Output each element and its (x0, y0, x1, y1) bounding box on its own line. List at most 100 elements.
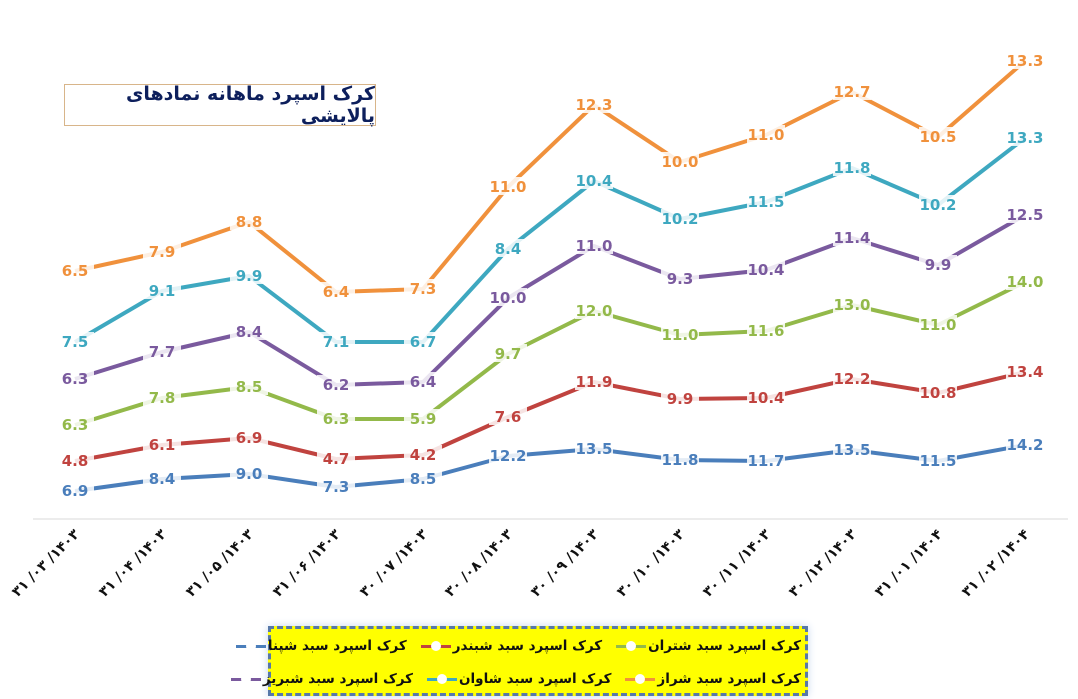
data-label: 10.0 (489, 289, 526, 307)
x-tick-label: ۳۱ /۰۱ /۱۴۰۴ (872, 526, 946, 600)
data-label: 9.7 (495, 345, 522, 363)
chart-title: کرک اسپرد ماهانه نمادهای پالایشی (64, 83, 376, 127)
data-label: 11.0 (919, 316, 956, 334)
data-label: 8.5 (410, 470, 437, 488)
data-label: 14.2 (1006, 436, 1043, 454)
data-label: 6.4 (410, 373, 437, 391)
data-label: 6.9 (236, 429, 263, 447)
legend-item-shebriz: کرک اسپرد سبد شبریز (230, 670, 414, 687)
data-label: 4.7 (323, 450, 350, 468)
data-label: 10.2 (661, 210, 698, 228)
data-label: 9.3 (667, 270, 694, 288)
legend-item-sheraz: کرک اسپرد سبد شراز (625, 671, 801, 687)
data-label: 7.3 (323, 478, 350, 496)
data-label: 10.4 (747, 389, 784, 407)
data-label: 6.4 (323, 283, 350, 301)
legend-line-marker-icon (235, 640, 266, 651)
data-label: 12.0 (575, 302, 612, 320)
legend-label: کرک اسپرد سبد شبریز (262, 670, 414, 687)
data-label: 8.4 (495, 240, 522, 258)
data-label: 10.4 (747, 261, 784, 279)
legend-line-marker-icon (230, 673, 261, 684)
legend-label: کرک اسپرد سبد شتران (648, 637, 801, 654)
data-label: 11.6 (747, 322, 784, 340)
legend-line-marker-icon (427, 673, 458, 684)
legend-row-1: کرک اسپرد سبد شتران کرک اسپرد سبد شبندر … (235, 629, 805, 662)
data-label: 7.9 (149, 243, 176, 261)
data-label: 7.6 (495, 408, 522, 426)
x-tick-label: ۳۱ /۰۴ /۱۴۰۳ (96, 526, 170, 600)
legend: کرک اسپرد سبد شتران کرک اسپرد سبد شبندر … (230, 626, 808, 696)
x-axis-tick-labels: ۳۱ /۰۳ /۱۴۰۳ ۳۱ /۰۴ /۱۴۰۳ ۳۱ /۰۵ /۱۴۰۳ ۳۱ /… (9, 526, 1033, 600)
data-label: 13.4 (1006, 363, 1043, 381)
data-label: 11.0 (661, 326, 698, 344)
series-line (74, 370, 1026, 463)
legend-label: کرک اسپرد سبد شپنا (267, 637, 407, 654)
data-label: 8.4 (236, 323, 263, 341)
x-tick-label: ۳۰ /۰۹ /۱۴۰۳ (528, 526, 602, 600)
data-labels-layer: 6.5 7.9 8.8 6.4 7.3 11.0 12.3 10.0 11.0 12.7 10.5 1… (56, 51, 1044, 500)
x-tick-label: ۳۱ /۰۲ /۱۴۰۴ (959, 526, 1033, 600)
legend-label: کرک اسپرد سبد شراز (657, 670, 801, 687)
data-label: 6.5 (62, 262, 89, 280)
x-tick-label: ۳۰ /۱۱ /۱۴۰۳ (700, 526, 774, 600)
data-label: 4.8 (62, 452, 89, 470)
data-label: 11.5 (919, 452, 956, 470)
data-label: 8.5 (236, 378, 263, 396)
legend-row-2: کرک اسپرد سبد شراز کرک اسپرد سبد شاوان ک… (230, 662, 805, 695)
data-label: 6.7 (410, 333, 437, 351)
data-label: 14.0 (1006, 273, 1043, 291)
data-label: 10.0 (661, 153, 698, 171)
data-label: 6.3 (62, 370, 89, 388)
data-label: 13.3 (1006, 129, 1043, 147)
data-label: 6.3 (62, 416, 89, 434)
series-line (74, 443, 1026, 493)
x-tick-label: ۳۰ /۰۷ /۱۴۰۳ (357, 526, 431, 600)
series-line (74, 213, 1026, 387)
data-label: 9.0 (236, 465, 263, 483)
data-label: 6.2 (323, 376, 350, 394)
data-label: 4.2 (410, 446, 437, 464)
data-label: 5.9 (410, 410, 437, 428)
data-label: 10.8 (919, 384, 956, 402)
legend-item-shavan: کرک اسپرد سبد شاوان (427, 671, 611, 687)
data-label: 9.1 (149, 282, 176, 300)
data-label: 7.1 (323, 333, 350, 351)
data-label: 11.9 (575, 373, 612, 391)
data-label: 7.7 (149, 343, 176, 361)
legend-label: کرک اسپرد سبد شبندر (452, 637, 603, 654)
data-label: 11.8 (833, 159, 870, 177)
data-label: 12.3 (575, 96, 612, 114)
data-label: 11.8 (661, 451, 698, 469)
data-label: 7.5 (62, 333, 89, 351)
data-label: 8.8 (236, 213, 263, 231)
data-label: 13.5 (575, 440, 612, 458)
legend-item-shebandar: کرک اسپرد سبد شبندر (420, 637, 603, 654)
data-label: 6.9 (62, 482, 89, 500)
data-label: 10.2 (919, 196, 956, 214)
data-label: 12.5 (1006, 206, 1043, 224)
data-label: 6.1 (149, 436, 176, 454)
data-label: 13.3 (1006, 52, 1043, 70)
data-label: 12.2 (833, 370, 870, 388)
data-label: 11.5 (747, 193, 784, 211)
data-label: 11.7 (747, 452, 784, 470)
x-tick-label: ۳۱ /۰۳ /۱۴۰۳ (9, 526, 83, 600)
data-label: 9.9 (925, 256, 952, 274)
data-label: 7.8 (149, 389, 176, 407)
data-label: 11.4 (833, 229, 870, 247)
data-label: 7.3 (410, 280, 437, 298)
series-line (74, 280, 1026, 427)
legend-line-marker-icon (625, 673, 656, 684)
data-label: 13.5 (833, 441, 870, 459)
legend-line-marker-icon (420, 640, 451, 651)
x-tick-label: ۳۱ /۰۶ /۱۴۰۳ (270, 526, 344, 600)
data-label: 6.3 (323, 410, 350, 428)
x-tick-label: ۳۰ /۰۸ /۱۴۰۳ (442, 526, 516, 600)
data-label: 12.7 (833, 83, 870, 101)
data-label: 10.5 (919, 128, 956, 146)
x-tick-label: ۳۰ /۱۰ /۱۴۰۳ (614, 526, 688, 600)
legend-item-shetran: کرک اسپرد سبد شتران (616, 638, 801, 654)
legend-label: کرک اسپرد سبد شاوان (459, 670, 612, 687)
data-label: 8.4 (149, 470, 176, 488)
